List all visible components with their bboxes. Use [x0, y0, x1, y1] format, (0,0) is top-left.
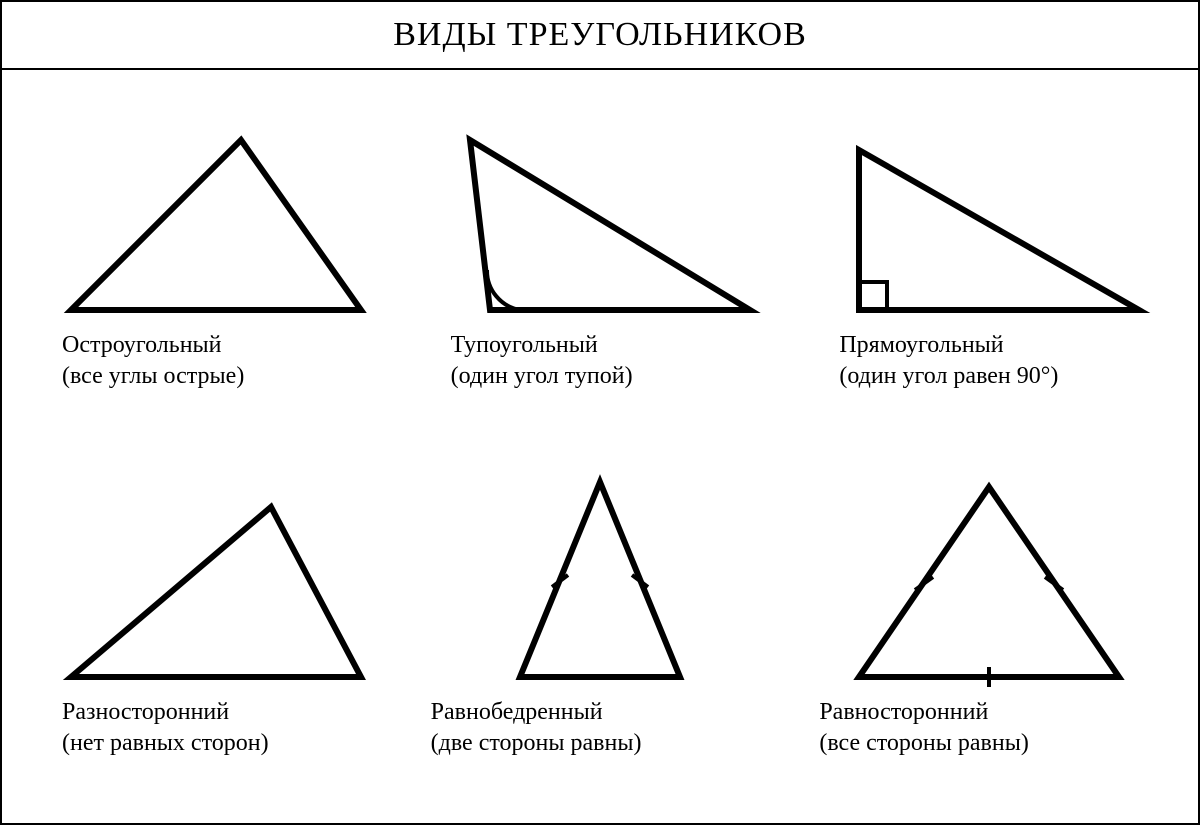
caption-equilateral-line1: Равносторонний: [819, 699, 988, 725]
shape-right: [799, 90, 1178, 320]
cell-right: Прямоугольный (один угол равен 90°): [799, 90, 1178, 447]
caption-obtuse-line1: Тупоугольный: [451, 332, 598, 358]
cell-obtuse: Тупоугольный (один угол тупой): [411, 90, 790, 447]
triangle-grid: Остроугольный (все углы острые) Тупоугол…: [2, 70, 1198, 823]
caption-scalene: Разносторонний (нет равных сторон): [22, 697, 401, 759]
caption-right-line1: Прямоугольный: [839, 332, 1003, 358]
caption-acute-line1: Остроугольный: [62, 332, 222, 358]
shape-isosceles: [411, 457, 790, 687]
caption-right: Прямоугольный (один угол равен 90°): [799, 330, 1178, 392]
caption-acute: Остроугольный (все углы острые): [22, 330, 401, 392]
diagram-container: ВИДЫ ТРЕУГОЛЬНИКОВ Остроугольный (все уг…: [0, 0, 1200, 825]
caption-right-line2: (один угол равен 90°): [839, 361, 1178, 392]
cell-isosceles: Равнобедренный (две стороны равны): [411, 457, 790, 814]
page-title: ВИДЫ ТРЕУГОЛЬНИКОВ: [2, 16, 1198, 54]
caption-obtuse-line2: (один угол тупой): [451, 361, 790, 392]
cell-acute: Остроугольный (все углы острые): [22, 90, 401, 447]
shape-equilateral: [799, 457, 1178, 687]
caption-scalene-line2: (нет равных сторон): [62, 728, 401, 759]
triangle-obtuse-icon: [430, 120, 770, 320]
caption-isosceles-line1: Равнобедренный: [431, 699, 603, 725]
shape-obtuse: [411, 90, 790, 320]
right-angle-mark-icon: [859, 282, 887, 310]
cell-equilateral: Равносторонний (все стороны равны): [799, 457, 1178, 814]
caption-isosceles: Равнобедренный (две стороны равны): [411, 697, 790, 759]
cell-scalene: Разносторонний (нет равных сторон): [22, 457, 401, 814]
triangle-right-icon: [819, 120, 1159, 320]
shape-acute: [22, 90, 401, 320]
caption-equilateral: Равносторонний (все стороны равны): [799, 697, 1178, 759]
caption-isosceles-line2: (две стороны равны): [431, 728, 790, 759]
triangle-acute-icon: [41, 120, 381, 320]
caption-equilateral-line2: (все стороны равны): [819, 728, 1178, 759]
caption-obtuse: Тупоугольный (один угол тупой): [411, 330, 790, 392]
caption-scalene-line1: Разносторонний: [62, 699, 229, 725]
triangle-scalene-icon: [41, 487, 381, 687]
title-bar: ВИДЫ ТРЕУГОЛЬНИКОВ: [2, 2, 1198, 70]
shape-scalene: [22, 457, 401, 687]
caption-acute-line2: (все углы острые): [62, 361, 401, 392]
triangle-equilateral-icon: [829, 467, 1149, 687]
triangle-isosceles-icon: [470, 467, 730, 687]
